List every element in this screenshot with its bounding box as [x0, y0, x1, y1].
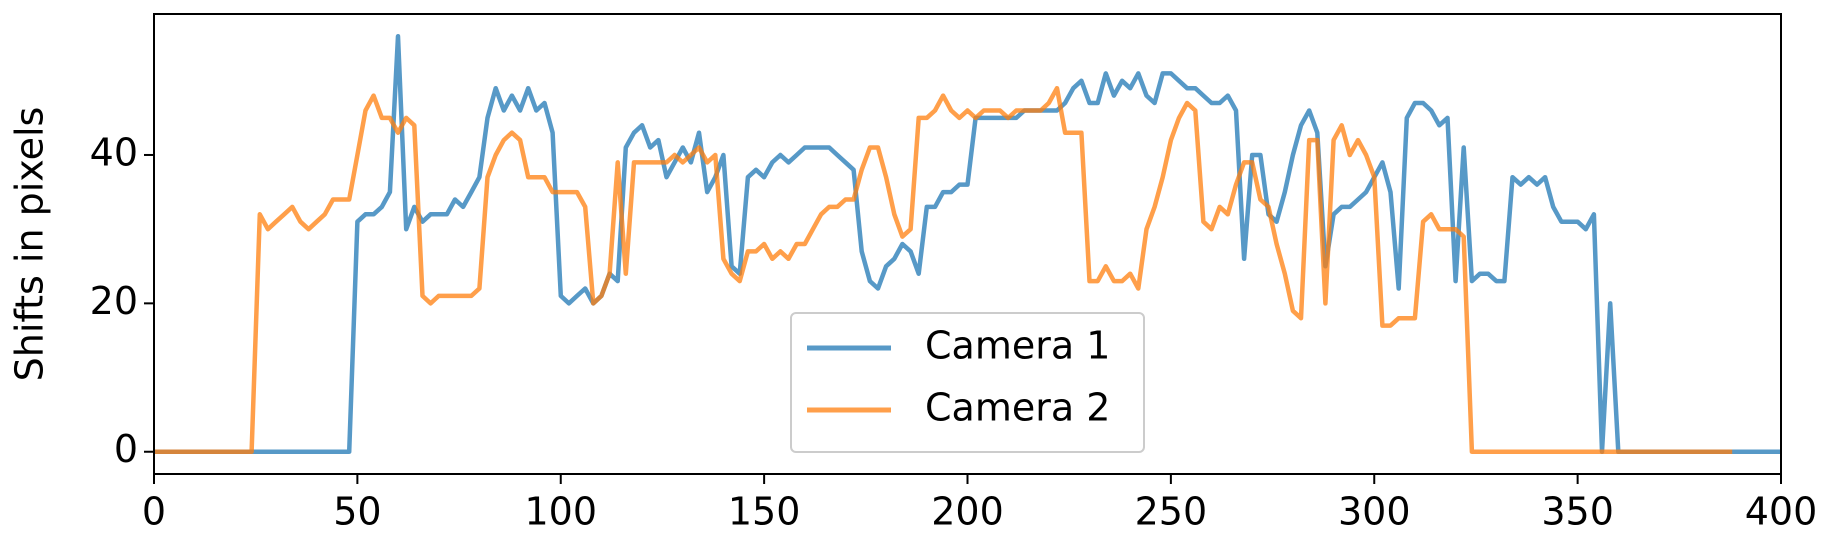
x-tick-label: 350: [1541, 490, 1614, 534]
x-tick-label: 400: [1745, 490, 1818, 534]
x-tick-label: 200: [931, 490, 1004, 534]
legend-label: Camera 2: [925, 386, 1110, 430]
x-tick-label: 250: [1135, 490, 1208, 534]
series-line: [154, 34, 1781, 454]
x-tick-label: 150: [728, 490, 801, 534]
y-tick-label: 20: [90, 279, 138, 323]
x-tick-label: 0: [142, 490, 166, 534]
legend-label: Camera 1: [925, 324, 1110, 368]
y-tick-label: 40: [90, 130, 138, 174]
y-tick-label: 0: [114, 427, 138, 471]
x-tick-label: 100: [524, 490, 597, 534]
series-line: [154, 85, 1733, 454]
legend: Camera 1 Camera 2: [790, 312, 1145, 453]
x-tick-label: 50: [333, 490, 381, 534]
y-axis-label: Shifts in pixels: [8, 107, 52, 382]
plot-frame: [153, 13, 1782, 475]
x-tick-label: 300: [1338, 490, 1411, 534]
